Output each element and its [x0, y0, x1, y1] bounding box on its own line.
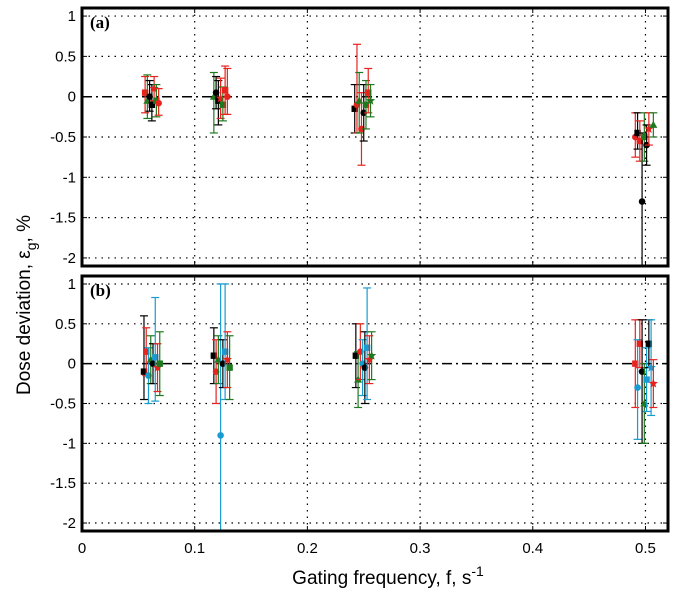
- y-tick-label: -1.5: [50, 475, 76, 492]
- x-tick-label: 0.2: [297, 540, 318, 557]
- y-tick-label: 0.5: [55, 48, 76, 65]
- data-point: [215, 93, 226, 103]
- data-point: [365, 95, 376, 105]
- data-point: [366, 350, 377, 360]
- data-point: [221, 348, 229, 355]
- data-point: [149, 83, 159, 93]
- data-point: [143, 348, 150, 355]
- y-tick-label: -1: [63, 169, 76, 186]
- y-tick-label: -1: [63, 435, 76, 452]
- data-point: [217, 432, 224, 439]
- data-point: [638, 368, 646, 375]
- data-point: [365, 89, 372, 96]
- data-point: [149, 360, 157, 367]
- data-layer: [139, 283, 659, 531]
- x-tick-label: 0.1: [184, 540, 205, 557]
- panel-label: (a): [90, 13, 110, 32]
- x-tick-label: 0.5: [635, 540, 656, 557]
- panel-0: 1 0.5 0 -0.5 -1 -1.5 -2 (a): [50, 6, 670, 268]
- data-point: [646, 362, 656, 372]
- x-axis-label: Gating frequency, f, s-1: [292, 563, 484, 589]
- data-point: [219, 360, 227, 367]
- plot-frame: [80, 274, 670, 533]
- data-point: [140, 368, 148, 375]
- data-point: [146, 93, 153, 100]
- x-tick-label: 0.3: [410, 540, 431, 557]
- data-point: [219, 101, 227, 108]
- data-point: [224, 93, 231, 100]
- error-bar: [363, 287, 372, 401]
- data-point: [153, 97, 160, 104]
- error-bar: [151, 296, 160, 402]
- data-point: [221, 87, 229, 94]
- data-point: [156, 360, 163, 367]
- y-tick-label: -0.5: [50, 129, 76, 146]
- data-point: [634, 384, 641, 391]
- data-point: [226, 364, 233, 371]
- data-point: [632, 360, 639, 367]
- data-point: [145, 372, 152, 379]
- x-tick-label: 0.4: [522, 540, 543, 557]
- data-point: [148, 101, 156, 108]
- data-point: [634, 129, 641, 137]
- data-point: [155, 99, 162, 107]
- y-tick-label: 0: [68, 356, 76, 373]
- data-point: [636, 137, 644, 145]
- data-point: [636, 340, 644, 347]
- data-point: [363, 344, 371, 351]
- data-point: [152, 362, 163, 372]
- data-point: [645, 340, 653, 347]
- data-point: [212, 89, 220, 96]
- y-tick-label: -2: [63, 515, 76, 532]
- data-point: [210, 352, 218, 359]
- error-bar: [223, 67, 232, 116]
- y-tick-label: 0.5: [55, 316, 76, 333]
- data-point: [649, 120, 658, 128]
- y-tick-label: -0.5: [50, 396, 76, 413]
- error-bar: [209, 71, 218, 134]
- y-tick-label: -1.5: [50, 210, 76, 227]
- data-point: [638, 198, 646, 205]
- data-point: [362, 101, 370, 108]
- data-point: [648, 378, 659, 388]
- y-tick-label: 1: [68, 276, 76, 293]
- error-bar: [139, 315, 148, 401]
- data-point: [212, 368, 220, 375]
- data-point: [141, 89, 149, 96]
- data-point: [222, 354, 233, 364]
- data-point: [361, 364, 369, 371]
- data-point: [644, 123, 654, 133]
- data-point: [643, 376, 650, 383]
- y-axis-label: Dose deviation, εg, %: [14, 215, 39, 395]
- x-tick-label: 0: [78, 540, 86, 557]
- data-layer: [141, 43, 658, 266]
- data-point: [360, 109, 368, 117]
- data-point: [152, 354, 159, 361]
- plot-frame: [80, 6, 670, 268]
- data-point: [358, 125, 365, 133]
- y-tick-label: 0: [68, 89, 76, 106]
- error-bar: [216, 283, 225, 531]
- data-point: [351, 105, 358, 112]
- panel-label: (b): [90, 281, 111, 300]
- data-point: [352, 352, 360, 359]
- y-tick-label: -2: [63, 250, 76, 267]
- panel-1: 10.50-0.5-1-1.5-20 0.1 0.2 0.3 0.4 0.5(b): [50, 274, 670, 557]
- y-tick-label: 1: [68, 8, 76, 25]
- data-point: [641, 133, 648, 141]
- data-point: [357, 348, 364, 356]
